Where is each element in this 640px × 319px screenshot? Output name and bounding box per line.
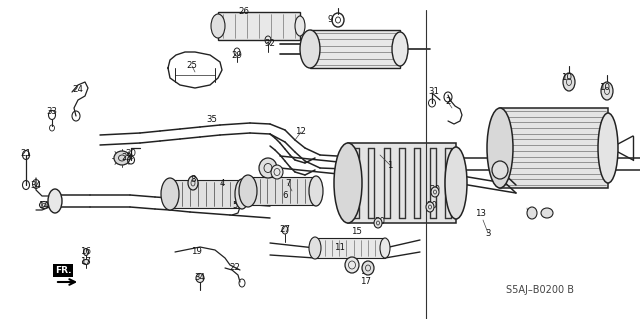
Ellipse shape bbox=[161, 178, 179, 210]
Ellipse shape bbox=[83, 259, 90, 264]
Text: 24: 24 bbox=[72, 85, 83, 94]
Text: 23: 23 bbox=[122, 153, 132, 162]
Text: 2: 2 bbox=[445, 98, 451, 107]
Text: 8: 8 bbox=[190, 175, 196, 184]
Ellipse shape bbox=[345, 257, 359, 273]
Text: 18: 18 bbox=[262, 164, 273, 173]
Bar bbox=[170, 180, 242, 208]
Ellipse shape bbox=[601, 82, 613, 100]
Ellipse shape bbox=[188, 176, 198, 190]
Ellipse shape bbox=[309, 237, 321, 259]
Text: 10: 10 bbox=[561, 73, 573, 83]
Text: 16: 16 bbox=[525, 209, 536, 218]
Text: 12: 12 bbox=[296, 128, 307, 137]
Bar bbox=[348, 143, 456, 223]
Ellipse shape bbox=[211, 14, 225, 38]
Text: 15: 15 bbox=[351, 227, 362, 236]
Ellipse shape bbox=[362, 261, 374, 275]
Ellipse shape bbox=[300, 30, 320, 68]
Text: 25: 25 bbox=[186, 62, 198, 70]
Text: 10: 10 bbox=[600, 83, 611, 92]
Ellipse shape bbox=[48, 189, 62, 213]
Text: 14: 14 bbox=[38, 201, 49, 210]
Text: 19: 19 bbox=[191, 248, 202, 256]
Text: 6: 6 bbox=[282, 190, 288, 199]
Ellipse shape bbox=[83, 249, 88, 256]
Text: 5: 5 bbox=[232, 201, 237, 210]
Ellipse shape bbox=[196, 273, 204, 283]
Ellipse shape bbox=[259, 158, 277, 178]
Text: 16: 16 bbox=[81, 248, 92, 256]
Text: 21: 21 bbox=[20, 149, 31, 158]
Ellipse shape bbox=[492, 161, 508, 179]
Ellipse shape bbox=[445, 147, 467, 219]
Ellipse shape bbox=[541, 208, 553, 218]
Text: 13: 13 bbox=[476, 209, 486, 218]
Bar bbox=[248, 177, 316, 205]
Ellipse shape bbox=[374, 218, 382, 228]
Text: 17: 17 bbox=[360, 278, 371, 286]
Text: 28: 28 bbox=[271, 167, 282, 176]
Text: 31: 31 bbox=[429, 87, 440, 97]
Text: 22: 22 bbox=[230, 263, 241, 272]
Ellipse shape bbox=[239, 175, 257, 207]
Ellipse shape bbox=[282, 226, 288, 234]
Text: 27: 27 bbox=[280, 226, 291, 234]
Ellipse shape bbox=[487, 108, 513, 188]
Text: 35: 35 bbox=[207, 115, 218, 124]
Text: 20: 20 bbox=[125, 149, 136, 158]
Ellipse shape bbox=[563, 73, 575, 91]
Ellipse shape bbox=[380, 238, 390, 258]
Ellipse shape bbox=[309, 176, 323, 206]
Text: 8: 8 bbox=[349, 261, 355, 270]
Text: 30: 30 bbox=[374, 218, 385, 226]
Ellipse shape bbox=[334, 143, 362, 223]
Text: 11: 11 bbox=[335, 243, 346, 253]
Text: 17: 17 bbox=[541, 209, 552, 218]
Ellipse shape bbox=[392, 32, 408, 66]
Text: 34: 34 bbox=[31, 181, 42, 189]
Ellipse shape bbox=[271, 165, 283, 179]
Ellipse shape bbox=[114, 151, 130, 165]
Ellipse shape bbox=[40, 202, 49, 209]
Text: 32: 32 bbox=[264, 39, 275, 48]
Text: 16: 16 bbox=[360, 268, 371, 277]
Text: 9: 9 bbox=[327, 16, 333, 25]
Text: 7: 7 bbox=[285, 179, 291, 188]
Bar bbox=[315, 238, 385, 258]
Text: S5AJ–B0200 B: S5AJ–B0200 B bbox=[506, 285, 574, 295]
Text: 4: 4 bbox=[220, 179, 225, 188]
Text: 34: 34 bbox=[195, 273, 205, 283]
Ellipse shape bbox=[235, 179, 249, 209]
Ellipse shape bbox=[295, 16, 305, 36]
Text: 1: 1 bbox=[387, 160, 393, 169]
Text: 29: 29 bbox=[232, 50, 243, 60]
Text: 3: 3 bbox=[485, 228, 491, 238]
Text: 17: 17 bbox=[81, 257, 92, 266]
Text: 33: 33 bbox=[47, 108, 58, 116]
Ellipse shape bbox=[598, 113, 618, 183]
Ellipse shape bbox=[431, 187, 439, 197]
Text: 26: 26 bbox=[239, 8, 250, 17]
Text: FR.: FR. bbox=[55, 266, 72, 275]
Text: 30: 30 bbox=[429, 186, 440, 195]
Text: 30: 30 bbox=[426, 201, 438, 210]
Bar bbox=[310, 30, 400, 68]
Ellipse shape bbox=[527, 207, 537, 219]
Ellipse shape bbox=[426, 202, 434, 212]
Bar bbox=[218, 12, 300, 40]
Bar bbox=[500, 108, 608, 188]
